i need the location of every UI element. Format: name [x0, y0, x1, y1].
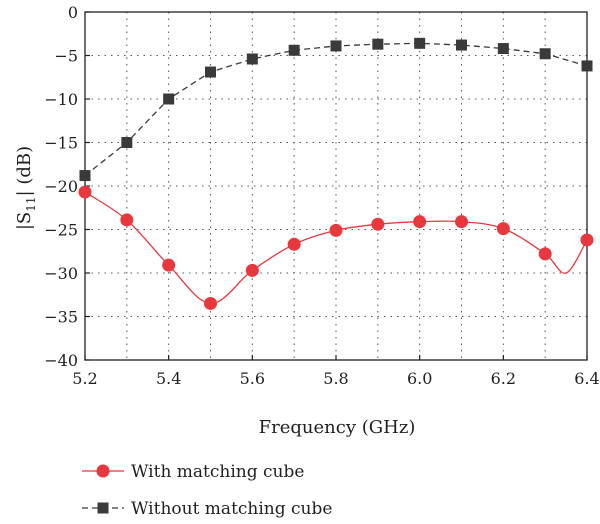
data-point [581, 60, 593, 72]
series-with-cube [78, 185, 594, 310]
data-point [456, 39, 467, 51]
y-axis-title-subscript: 11 [24, 196, 38, 211]
data-point [163, 93, 175, 105]
y-tick-label: −10 [44, 90, 78, 109]
axis-ticks: 5.2 5.4 5.6 5.8 6.0 6.2 6.4 0 −5 −10 −15 −20 −25 −30 −… [44, 3, 599, 388]
series [78, 37, 594, 310]
y-tick-label: −5 [54, 47, 78, 66]
data-point [288, 44, 300, 56]
data-point [204, 296, 217, 310]
y-tick-label: −15 [44, 134, 78, 153]
y-axis-title-main: |S [14, 212, 35, 230]
x-tick-label: 6.0 [407, 369, 432, 388]
data-point [245, 263, 259, 277]
y-tick-label: −20 [44, 177, 78, 196]
y-axis-title-tail: | (dB) [14, 146, 35, 197]
data-point [455, 215, 468, 229]
y-tick-label: −25 [44, 221, 78, 240]
data-point [539, 48, 551, 60]
legend-marker-without-cube [97, 502, 109, 514]
y-tick-label: −30 [44, 264, 78, 283]
x-tick-label: 6.4 [574, 369, 599, 388]
series-without-cube [79, 37, 593, 182]
x-tick-label: 6.2 [491, 369, 516, 388]
data-point [246, 53, 258, 65]
data-point [329, 223, 343, 237]
grid [85, 12, 587, 360]
data-point [121, 137, 133, 148]
data-point [414, 37, 426, 49]
data-point [79, 170, 91, 182]
data-point [580, 233, 594, 247]
data-point [372, 38, 384, 50]
y-tick-label: −35 [44, 308, 78, 327]
y-axis-title: |S11| (dB) [14, 146, 38, 230]
series-line [84, 191, 588, 305]
data-point [371, 217, 385, 231]
legend-item-with-cube: With matching cube [82, 462, 304, 482]
data-point [78, 185, 92, 199]
x-tick-label: 5.4 [156, 369, 181, 388]
data-point [497, 43, 509, 55]
x-axis-title: Frequency (GHz) [259, 417, 416, 438]
data-point [330, 40, 342, 52]
legend-label-with-cube: With matching cube [131, 462, 304, 482]
data-point [287, 237, 301, 251]
y-tick-label: −40 [44, 351, 78, 370]
data-point [413, 215, 427, 229]
legend-item-without-cube: Without matching cube [82, 499, 332, 519]
data-point [538, 247, 552, 261]
data-point [496, 222, 510, 236]
x-tick-label: 5.8 [323, 369, 348, 388]
x-tick-label: 5.6 [240, 369, 265, 388]
data-point [162, 258, 176, 272]
legend-marker-with-cube [96, 464, 110, 478]
legend-label-without-cube: Without matching cube [131, 499, 332, 519]
y-tick-label: 0 [68, 3, 78, 22]
x-tick-label: 5.2 [72, 369, 97, 388]
data-point [120, 213, 134, 227]
legend: With matching cube Without matching cube [82, 462, 332, 519]
data-point [205, 66, 216, 78]
